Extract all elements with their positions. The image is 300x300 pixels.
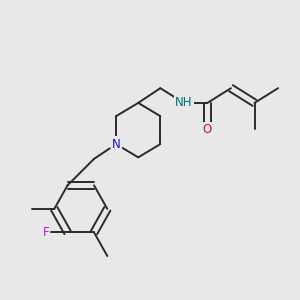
Text: F: F: [43, 226, 50, 239]
Text: O: O: [203, 123, 212, 136]
Text: N: N: [112, 138, 121, 151]
Text: NH: NH: [175, 96, 193, 110]
